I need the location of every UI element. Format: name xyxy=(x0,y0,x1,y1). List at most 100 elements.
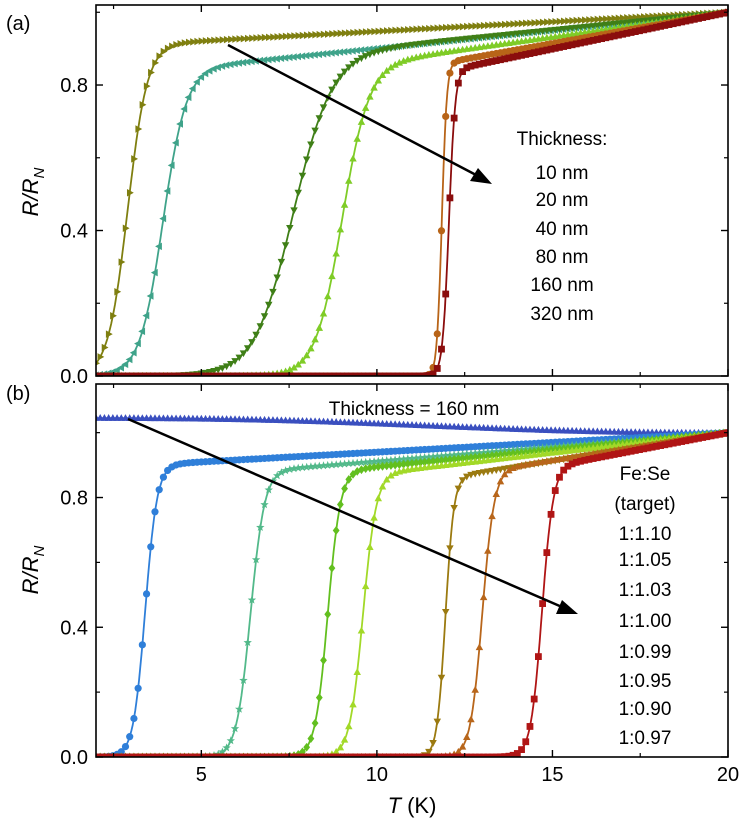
panel-b-legend-item: 1:1.05 xyxy=(619,550,672,571)
data-point xyxy=(311,51,318,59)
data-point xyxy=(488,451,496,461)
data-point xyxy=(348,47,356,55)
data-point xyxy=(332,460,341,469)
data-point xyxy=(303,31,311,39)
data-point xyxy=(560,17,568,25)
panel-b-legend: Fe:Se (target) 1:1.10 1:1.05 1:1.03 1:1.… xyxy=(614,464,675,749)
data-point xyxy=(345,722,353,730)
data-point xyxy=(316,30,324,39)
panel-b-legend-item: 1:0.95 xyxy=(619,671,672,692)
data-point xyxy=(374,462,382,472)
data-point xyxy=(354,28,362,37)
data-point xyxy=(349,154,357,162)
data-point xyxy=(214,366,222,374)
data-point xyxy=(366,51,374,59)
data-point xyxy=(299,31,307,40)
data-point xyxy=(437,227,446,235)
data-point xyxy=(353,668,361,675)
data-point xyxy=(202,37,210,45)
data-point xyxy=(611,14,619,23)
data-point xyxy=(378,71,387,79)
data-point xyxy=(160,47,168,56)
data-point xyxy=(130,714,138,723)
data-point xyxy=(530,695,538,703)
data-point xyxy=(463,453,471,463)
data-point xyxy=(341,484,348,494)
data-point xyxy=(138,327,146,336)
data-point xyxy=(357,626,366,634)
data-point xyxy=(433,718,442,726)
data-point xyxy=(367,28,374,36)
data-point xyxy=(458,477,467,485)
data-point xyxy=(180,105,188,113)
data-point xyxy=(277,468,286,477)
data-point xyxy=(459,454,466,463)
data-point xyxy=(235,704,244,713)
data-point xyxy=(522,738,530,746)
data-point xyxy=(358,465,365,475)
data-point xyxy=(556,17,564,26)
data-point xyxy=(476,452,483,462)
data-point xyxy=(307,734,315,743)
data-point xyxy=(569,17,577,25)
data-point xyxy=(269,288,277,296)
data-point xyxy=(527,19,535,27)
data-point xyxy=(159,214,167,223)
data-point xyxy=(114,287,122,296)
data-point xyxy=(383,461,391,471)
data-point xyxy=(438,345,445,353)
data-point xyxy=(421,25,429,33)
y-tick-label: 0.4 xyxy=(60,221,88,243)
data-point xyxy=(421,457,429,467)
data-point xyxy=(298,356,307,364)
data-point xyxy=(446,69,454,77)
data-point xyxy=(239,58,247,67)
data-point xyxy=(496,477,505,485)
data-point xyxy=(167,161,175,170)
data-point xyxy=(247,595,257,604)
data-point xyxy=(392,26,400,35)
data-point xyxy=(328,86,336,94)
data-point xyxy=(307,344,315,352)
data-point xyxy=(370,462,378,472)
data-point xyxy=(378,482,387,490)
data-point xyxy=(552,17,560,26)
data-point xyxy=(329,30,337,38)
panel-a-frame xyxy=(95,4,729,377)
data-point xyxy=(395,460,403,470)
data-point xyxy=(251,555,261,564)
data-point xyxy=(388,26,396,35)
data-point xyxy=(307,141,315,149)
panel-b-ylabel-sub: N xyxy=(31,545,48,556)
data-point xyxy=(278,32,286,41)
data-point xyxy=(327,460,337,469)
data-point xyxy=(294,189,302,197)
data-point xyxy=(430,24,438,33)
data-point xyxy=(152,59,160,67)
data-point xyxy=(319,461,328,470)
data-point xyxy=(464,22,471,31)
data-point xyxy=(223,35,231,44)
data-point xyxy=(454,747,463,755)
data-point xyxy=(484,451,492,461)
series-line xyxy=(96,11,728,376)
data-point xyxy=(358,28,366,37)
data-point xyxy=(603,15,610,23)
data-point xyxy=(151,508,159,516)
data-point xyxy=(403,454,412,463)
data-point xyxy=(369,457,379,466)
series-10-nm xyxy=(96,8,728,366)
data-point xyxy=(287,32,294,40)
data-point xyxy=(239,350,248,358)
data-point xyxy=(260,313,269,321)
data-point xyxy=(298,463,307,472)
data-point xyxy=(247,57,255,66)
data-point xyxy=(148,68,155,77)
data-point xyxy=(260,56,268,64)
data-point xyxy=(332,526,340,535)
data-point xyxy=(412,453,421,462)
x-tick-label: 20 xyxy=(717,764,739,786)
data-point xyxy=(497,20,505,29)
data-point xyxy=(500,470,509,478)
